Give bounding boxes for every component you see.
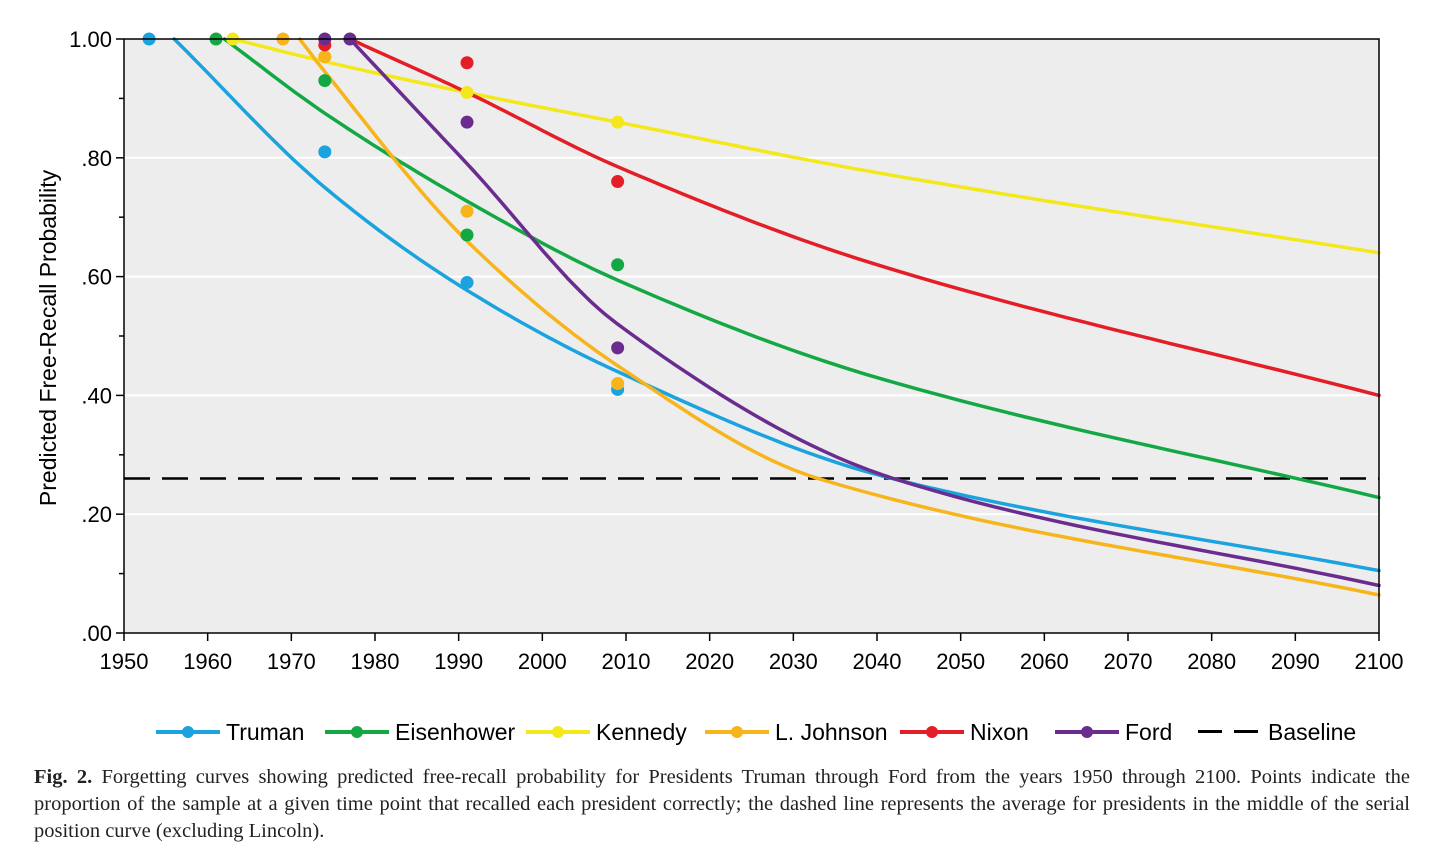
point-truman-1 — [318, 145, 332, 159]
curves-layer — [172, 37, 1381, 597]
x-tick-label: 2030 — [769, 649, 818, 674]
figure-caption: Fig. 2. Forgetting curves showing predic… — [34, 764, 1410, 845]
legend-swatch-kennedy — [526, 712, 590, 752]
legend-label-l-johnson: L. Johnson — [775, 718, 888, 745]
legend-label-truman: Truman — [226, 718, 305, 745]
point-l-johnson-2 — [460, 204, 474, 218]
legend-item-kennedy: Kennedy — [526, 712, 687, 752]
legend-swatch-eisenhower — [325, 712, 389, 752]
x-tick-label: 2040 — [853, 649, 902, 674]
point-eisenhower-3 — [611, 258, 625, 272]
legend: Truman Eisenhower Kennedy L. Johnson Nixon Fo… — [0, 712, 1456, 752]
legend-item-truman: Truman — [156, 712, 304, 752]
y-tick-label: .00 — [81, 621, 112, 646]
legend-label-eisenhower: Eisenhower — [395, 718, 516, 745]
point-kennedy-3 — [611, 115, 625, 129]
legend-item-l-johnson: L. Johnson — [705, 712, 888, 752]
point-truman-2 — [460, 276, 474, 290]
x-tick-label: 1950 — [100, 649, 149, 674]
x-tick-label: 1990 — [434, 649, 483, 674]
curve-kennedy — [231, 37, 1381, 255]
point-ford-2 — [460, 115, 474, 129]
legend-swatch-truman — [156, 712, 220, 752]
x-tick-label: 2090 — [1271, 649, 1320, 674]
legend-label-kennedy: Kennedy — [596, 718, 687, 745]
legend-label-nixon: Nixon — [970, 718, 1029, 745]
point-l-johnson-3 — [611, 377, 625, 391]
x-tick-label: 2100 — [1355, 649, 1404, 674]
y-axis-label: Predicted Free-Recall Probability — [35, 169, 61, 506]
axes-layer: .00 .20 .40 .60 .80 1.00 1950 1960 1970 1980 1990 2… — [69, 27, 1403, 674]
legend-label-baseline: Baseline — [1268, 718, 1357, 745]
legend-item-nixon: Nixon — [900, 712, 1029, 752]
y-tick-label: .60 — [81, 265, 112, 290]
legend-swatch-ford — [1055, 712, 1119, 752]
legend-swatch-nixon — [900, 712, 964, 752]
legend-swatch-l-johnson — [705, 712, 769, 752]
y-tick-label: .40 — [81, 383, 112, 408]
legend-item-ford: Ford — [1055, 712, 1172, 752]
x-tick-label: 1970 — [267, 649, 316, 674]
x-tick-label: 2000 — [518, 649, 567, 674]
curve-ford — [348, 37, 1381, 588]
legend-label-ford: Ford — [1125, 718, 1173, 745]
y-tick-label: .20 — [81, 502, 112, 527]
point-eisenhower-1 — [318, 74, 332, 88]
curve-truman — [172, 37, 1381, 573]
point-l-johnson-1 — [318, 50, 332, 64]
y-tick-label: 1.00 — [69, 27, 112, 52]
x-tick-label: 1960 — [183, 649, 232, 674]
curve-nixon — [348, 37, 1381, 398]
legend-item-baseline: Baseline — [1198, 712, 1356, 752]
point-nixon-1 — [460, 56, 474, 70]
x-tick-label: 2020 — [685, 649, 734, 674]
caption-text: Forgetting curves showing predicted free… — [34, 766, 1411, 842]
x-tick-label: 2060 — [1020, 649, 1069, 674]
curve-eisenhower — [222, 37, 1381, 500]
legend-swatch-baseline — [1198, 712, 1262, 752]
x-tick-label: 2080 — [1187, 649, 1236, 674]
x-tick-label: 2010 — [602, 649, 651, 674]
point-kennedy-2 — [460, 85, 474, 99]
forgetting-curves-chart: .00 .20 .40 .60 .80 1.00 1950 1960 1970 1980 1990 2… — [35, 27, 1403, 674]
y-tick-label: .80 — [81, 146, 112, 171]
points-layer — [142, 32, 625, 396]
x-tick-label: 1980 — [351, 649, 400, 674]
point-ford-3 — [611, 341, 625, 355]
legend-item-eisenhower: Eisenhower — [325, 712, 515, 752]
x-tick-label: 2070 — [1104, 649, 1153, 674]
caption-label: Fig. 2. — [34, 766, 93, 788]
point-eisenhower-2 — [460, 228, 474, 242]
grid-lines — [124, 156, 1379, 516]
x-tick-label: 2050 — [936, 649, 985, 674]
curve-l-johnson — [297, 37, 1381, 597]
point-nixon-2 — [611, 175, 625, 189]
